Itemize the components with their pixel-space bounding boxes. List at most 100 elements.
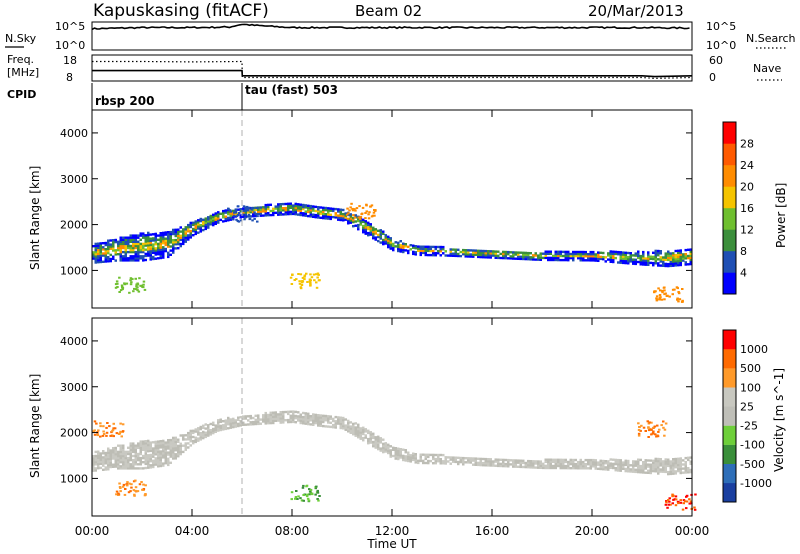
velocity-echo-cell — [134, 448, 137, 451]
power-patch-cell — [309, 273, 312, 276]
velocity-echo-cell — [187, 434, 190, 437]
power-echo-cell — [267, 212, 270, 215]
power-echo-cell — [152, 233, 155, 236]
velocity-echo-cell — [202, 432, 205, 436]
power-patch-cell — [297, 273, 300, 275]
power-echo-cell — [154, 241, 157, 244]
velocity-echo-cell — [177, 450, 180, 454]
velocity-echo-cell — [147, 447, 150, 451]
velocity-echo-cell — [162, 456, 165, 459]
velocity-echo-cell — [102, 468, 105, 471]
power-echo-cell — [589, 255, 592, 258]
velocity-patch-cell — [302, 499, 305, 502]
velocity-echo-cell — [479, 457, 482, 461]
velocity-echo-cell — [357, 427, 360, 431]
power-echo-cell — [207, 226, 210, 229]
power-echo-cell — [439, 247, 442, 251]
velocity-echo-cell — [154, 440, 157, 444]
velocity-patch-cell — [638, 426, 641, 429]
power-echo-cell — [689, 256, 692, 260]
power-patch-cell — [681, 300, 684, 303]
velocity-echo-cell — [632, 468, 635, 471]
velocity-echo-cell — [464, 457, 467, 460]
velocity-echo-cell — [414, 457, 417, 460]
power-echo-cell — [269, 203, 272, 206]
power-echo-cell — [364, 232, 367, 235]
power-echo-cell — [109, 243, 112, 246]
power-echo-cell — [602, 255, 605, 259]
power-echo-cell — [299, 205, 302, 208]
power-echo-cell — [184, 238, 187, 241]
power-patch-cell — [313, 279, 316, 282]
power-echo-cell — [334, 214, 337, 217]
velocity-echo-cell — [644, 459, 647, 462]
power-echo-cell — [454, 254, 457, 258]
power-echo-cell — [537, 254, 540, 257]
velocity-patch-cell — [134, 479, 137, 482]
velocity-patch-cell — [297, 495, 300, 498]
velocity-echo-cell — [277, 415, 280, 418]
power-echo-cell — [387, 237, 390, 240]
freq-tick-bottom: 8 — [66, 71, 73, 84]
velocity-echo-cell — [137, 463, 140, 466]
velocity-echo-cell — [547, 464, 550, 468]
power-patch-cell — [316, 272, 320, 275]
velocity-echo-cell — [149, 457, 152, 461]
velocity-echo-cell — [127, 467, 130, 470]
velocity-echo-cell — [514, 463, 517, 466]
velocity-echo-cell — [534, 462, 537, 465]
velocity-echo-cell — [167, 457, 170, 460]
power-echo-cell — [632, 260, 635, 263]
power-echo-cell — [119, 236, 122, 239]
velocity-echo-cell — [499, 462, 502, 466]
time-tick-label: 04:00 — [175, 524, 210, 538]
velocity-echo-cell — [179, 434, 182, 437]
velocity-echo-cell — [194, 436, 197, 439]
velocity-echo-cell — [439, 460, 442, 463]
velocity-echo-cell — [384, 444, 387, 447]
velocity-echo-cell — [179, 452, 182, 456]
power-echo-cell — [104, 250, 107, 253]
power-echo-cell — [392, 248, 395, 252]
velocity-echo-cell — [282, 410, 285, 414]
power-echo-cell — [574, 254, 577, 258]
power-echo-cell — [489, 256, 492, 259]
power-echo-cell — [144, 242, 147, 245]
power-echo-cell — [377, 229, 380, 232]
power-echo-cell — [317, 216, 320, 219]
velocity-patch-cell — [683, 500, 687, 503]
power-echo-cell — [294, 206, 297, 210]
velocity-patch-cell — [296, 498, 299, 500]
velocity-echo-cell — [617, 469, 620, 472]
power-echo-cell — [394, 241, 397, 244]
velocity-echo-cell — [257, 418, 260, 421]
power-echo-cell — [467, 251, 470, 254]
velocity-patch-cell — [637, 429, 641, 431]
power-echo-cell — [337, 208, 340, 211]
power-patch-cell — [247, 206, 251, 209]
velocity-echo-cell — [487, 460, 490, 463]
power-echo-cell — [284, 211, 287, 214]
velocity-echo-cell — [362, 430, 365, 434]
velocity-echo-cell — [304, 412, 307, 415]
velocity-echo-cell — [354, 430, 357, 433]
power-echo-cell — [152, 237, 155, 240]
velocity-echo-cell — [192, 435, 195, 439]
power-echo-cell — [642, 261, 645, 264]
velocity-echo-cell — [432, 455, 435, 459]
power-echo-cell — [242, 211, 245, 214]
power-echo-cell — [572, 256, 575, 260]
power-echo-cell — [472, 255, 475, 258]
velocity-echo-cell — [197, 427, 200, 430]
power-echo-cell — [147, 246, 150, 249]
velocity-echo-cell — [262, 418, 265, 421]
velocity-colorbar-block — [723, 406, 736, 426]
velocity-echo-cell — [627, 466, 630, 469]
power-panel-frame — [91, 109, 693, 309]
power-patch-cell — [352, 214, 355, 217]
power-echo-cell — [667, 264, 670, 268]
power-echo-cell — [567, 259, 570, 262]
velocity-echo-cell — [159, 454, 162, 457]
velocity-echo-cell — [217, 421, 220, 424]
power-echo-cell — [457, 248, 460, 251]
